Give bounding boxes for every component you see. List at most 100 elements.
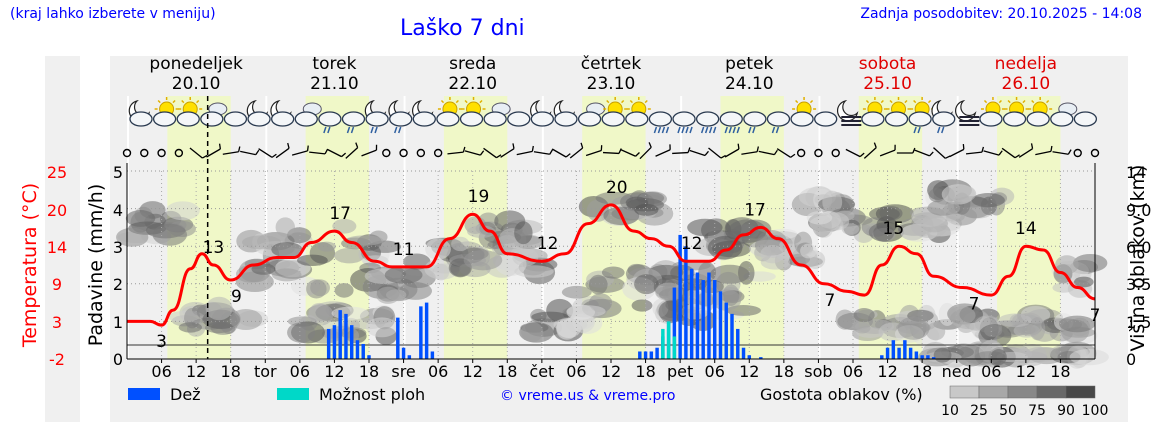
cloud-blob <box>1055 255 1079 275</box>
rain-drop <box>653 126 658 134</box>
barb-shaft <box>1052 151 1069 155</box>
barb-shaft <box>933 147 946 159</box>
x-tick-label: 12 <box>463 362 483 381</box>
barb-shaft <box>206 148 221 158</box>
barb-feather <box>790 153 796 158</box>
rain-drop <box>708 126 713 134</box>
cloud-density-level: 90 <box>1057 403 1075 419</box>
cloud-blob <box>698 279 724 294</box>
wind-barb-icon <box>533 149 554 155</box>
cloud-blob <box>425 238 451 260</box>
barb-feather <box>355 142 359 148</box>
wind-barb-icon <box>863 142 877 159</box>
cloud-blob <box>658 300 685 323</box>
cloud-blob <box>561 285 592 299</box>
cloud-blob <box>1073 253 1108 273</box>
cloud-blob <box>948 306 976 325</box>
barb-feather <box>512 143 515 149</box>
cloud-blob <box>566 305 606 318</box>
x-tick-label: 18 <box>497 362 517 381</box>
sun-ray <box>196 99 200 104</box>
cloud-shape <box>766 111 791 127</box>
barb-feather <box>255 149 260 156</box>
precip-tick: 1 <box>113 313 123 332</box>
sun-ray <box>865 99 870 104</box>
wind-calm <box>174 148 184 158</box>
cloud-density-level: 10 <box>941 403 959 419</box>
barb-shaft <box>345 147 359 159</box>
cloud-blob <box>710 264 750 284</box>
moon-cloud-icon <box>128 99 153 127</box>
rain-drop <box>771 126 776 134</box>
shower-bar <box>661 328 665 359</box>
sun-cloud-icon <box>176 97 203 127</box>
moon-cloud-icon <box>412 99 436 127</box>
cloud-shape <box>908 111 932 127</box>
barb-shaft <box>447 151 464 155</box>
sun-cloud-icon <box>436 97 462 127</box>
cloud-shape <box>294 111 318 127</box>
day-name: nedelja <box>995 54 1057 74</box>
rain-drop <box>752 126 756 134</box>
barb-shaft <box>1018 148 1033 158</box>
barb-feather <box>496 154 502 159</box>
sun-ray <box>795 99 799 104</box>
wind-barb-icon <box>965 146 985 155</box>
barb-shaft <box>327 148 342 158</box>
wind-barb-icon <box>551 148 571 158</box>
wind-barb-icon <box>689 149 709 157</box>
cloud-shape <box>341 111 366 127</box>
cloud-shape <box>601 111 625 127</box>
x-tick-label: 18 <box>912 362 932 381</box>
rain-bar <box>747 355 752 359</box>
barb-shaft <box>291 150 308 156</box>
sun-ray <box>1031 99 1035 104</box>
rain-drop <box>327 126 331 134</box>
rain-drop <box>350 126 355 134</box>
cloud-blob <box>971 193 1005 208</box>
barb-feather <box>873 142 877 148</box>
cloud-blob <box>165 201 200 221</box>
rain-bar <box>885 347 890 359</box>
barb-feather <box>998 150 1003 156</box>
cloud-blob <box>879 206 903 221</box>
rain-bar <box>736 328 740 359</box>
barb-feather <box>648 142 652 148</box>
cloud-blob <box>531 311 569 323</box>
wind-barb-icon <box>1035 145 1053 156</box>
wind-barb-icon <box>672 147 691 155</box>
barb-shaft <box>655 149 671 157</box>
cloud-shape <box>1026 111 1050 127</box>
wind-barb-icon <box>914 149 934 157</box>
rain-drop <box>323 126 327 134</box>
cloud-blob <box>365 317 398 338</box>
precip-axis-label: Padavine (mm/h) <box>85 184 107 347</box>
rain-icon <box>318 111 342 134</box>
cloud-shape <box>507 111 531 127</box>
rain-drop <box>732 126 736 134</box>
wind-barb-icon <box>464 150 485 156</box>
rain-bar <box>430 351 435 359</box>
cloud-blob <box>853 308 875 323</box>
cloud-blob <box>116 227 149 247</box>
day-date: 22.10 <box>448 74 497 94</box>
cloud-blob <box>514 265 554 278</box>
x-tick-label: 06 <box>981 362 1001 381</box>
partly-cloudy-icon <box>483 102 511 127</box>
wind-barb-icon <box>327 148 347 158</box>
credit[interactable]: © vreme.us & vreme.pro <box>500 388 676 404</box>
cloud-blob <box>760 245 785 264</box>
temperature-label: 12 <box>537 234 559 254</box>
sun-ray <box>889 99 893 104</box>
temperature-label: 20 <box>606 178 628 198</box>
barb-feather <box>237 146 241 152</box>
cloudy-icon <box>814 111 838 127</box>
barb-feather <box>945 155 951 159</box>
rain-drop <box>661 126 666 134</box>
barb-feather <box>720 154 726 159</box>
barb-shaft <box>483 147 497 159</box>
chart-title: Laško 7 dni <box>400 16 525 41</box>
rain-drop <box>775 126 780 134</box>
day-name: ponedeljek <box>149 54 243 74</box>
shower-bar <box>666 321 671 359</box>
